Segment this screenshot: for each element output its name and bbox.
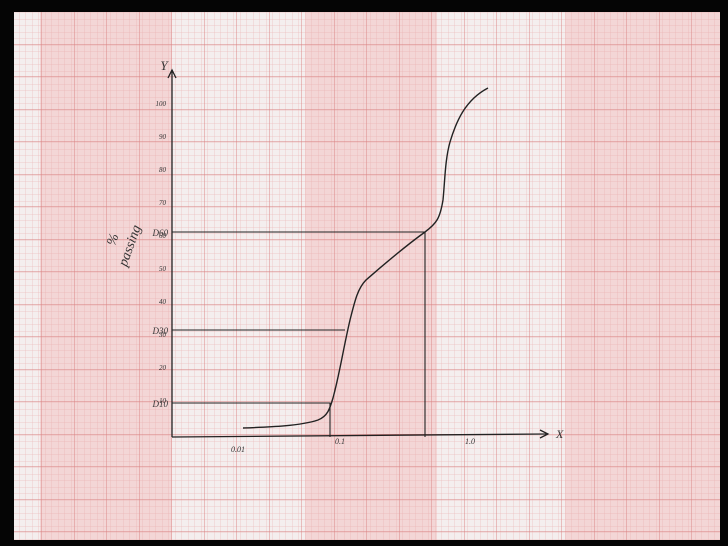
y-tick-label: 30 (158, 331, 167, 339)
y-tick-label: 10 (159, 397, 167, 405)
x-axis-symbol: X (555, 427, 564, 441)
y-tick-label: 40 (159, 298, 167, 306)
x-label: 0.01 (231, 445, 245, 454)
major-grid (14, 12, 720, 540)
y-tick-label: 20 (159, 364, 167, 372)
x-label: 1.0 (465, 437, 475, 446)
grading-curve (242, 87, 489, 429)
y-tick-label: 80 (159, 166, 167, 174)
y-tick-label: 70 (159, 199, 167, 207)
y-tick-labels: 100 90 80 70 60 50 40 30 20 10 (156, 100, 167, 405)
y-tick-label: 90 (159, 133, 167, 141)
x-label: 0.1 (335, 437, 345, 446)
y-tick-label: 100 (156, 100, 167, 108)
marker-label: D10 (152, 399, 169, 409)
y-tick-label: 50 (159, 265, 167, 273)
y-axis-label-line: % (104, 232, 122, 248)
axes (167, 68, 550, 439)
marker-label: D60 (152, 228, 169, 238)
marker-label: D30 (152, 326, 169, 336)
y-axis-symbol: Y (160, 58, 169, 73)
y-tick-label: 60 (159, 232, 167, 240)
